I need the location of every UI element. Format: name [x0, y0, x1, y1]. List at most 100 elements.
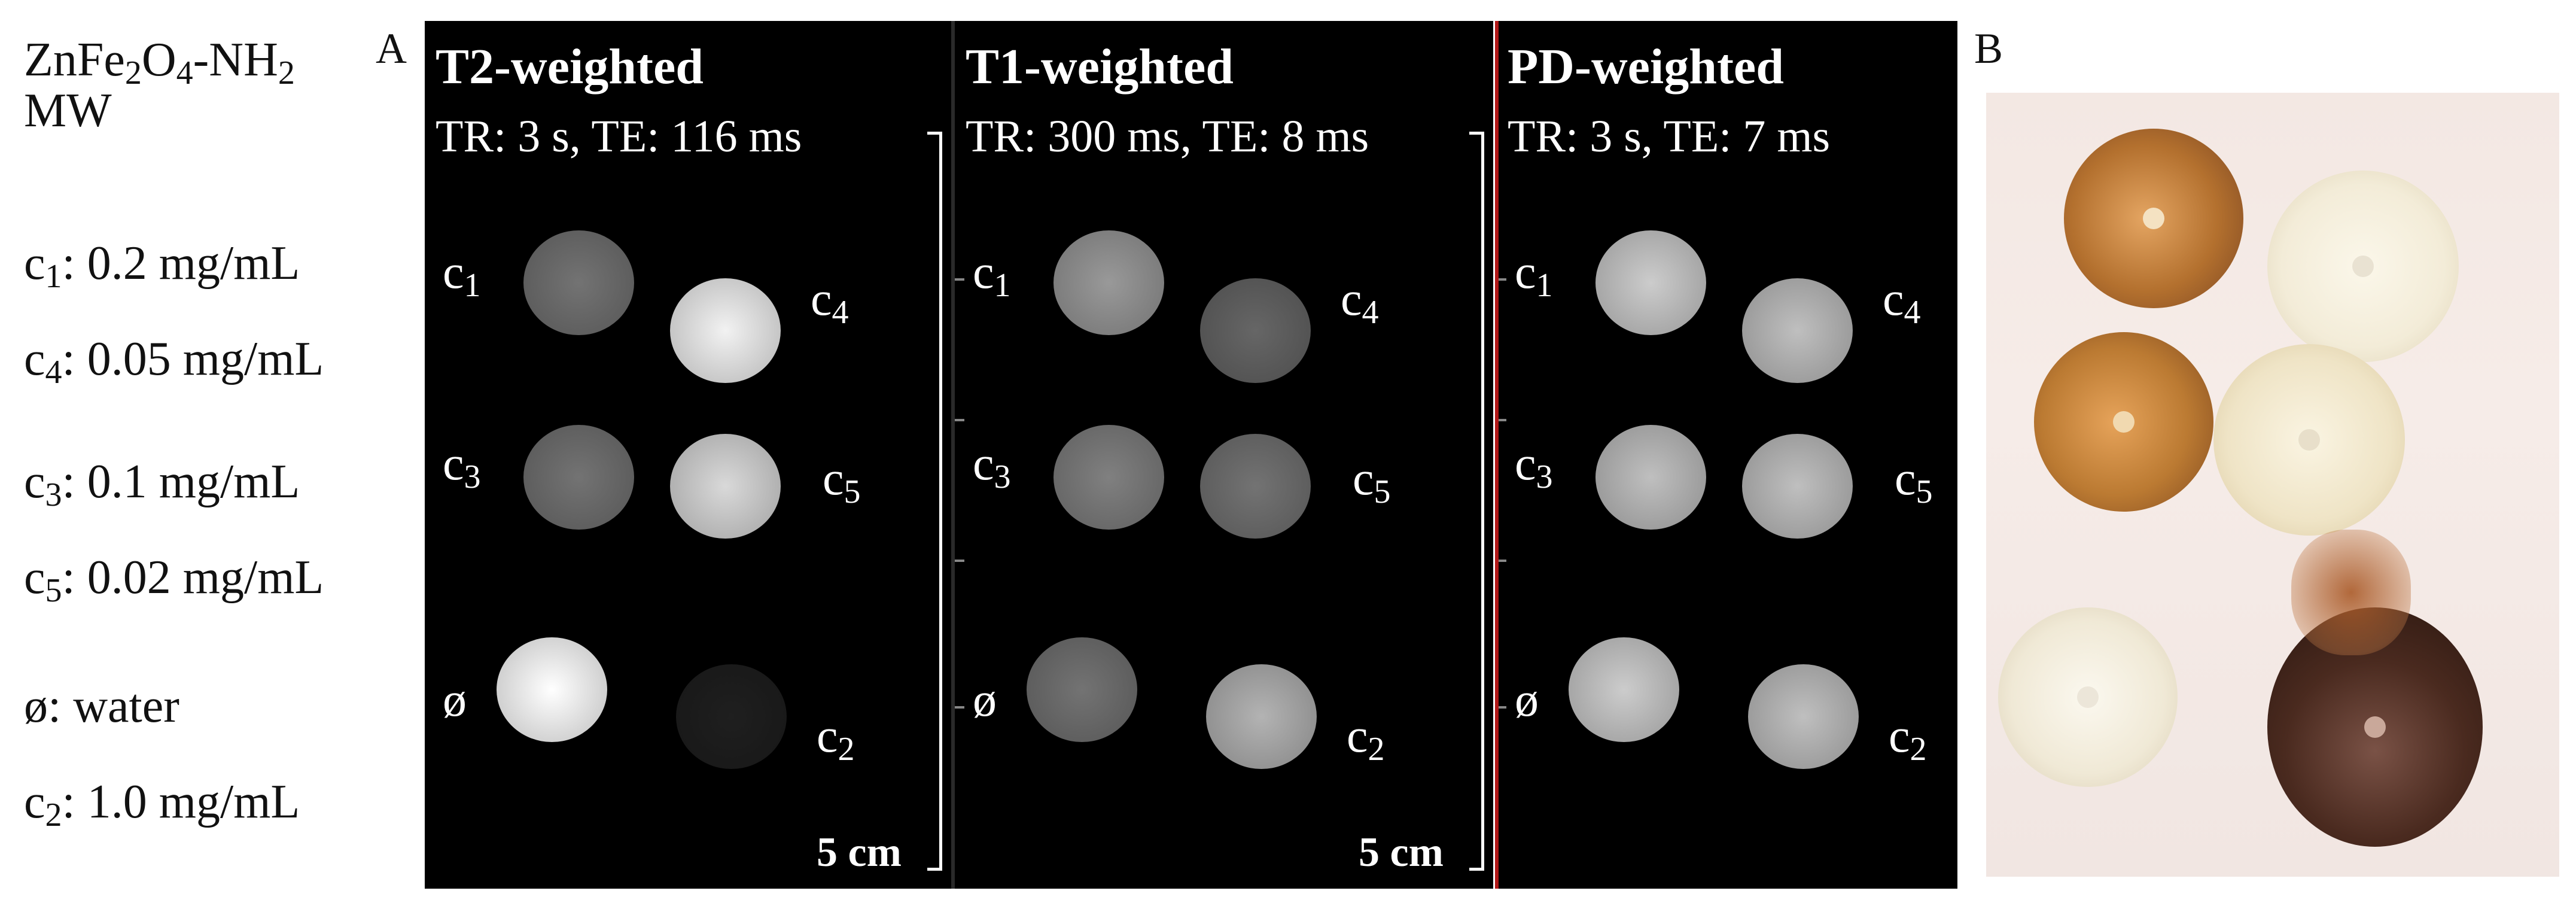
legend-item-c4: c4: 0.05 mg/mL [24, 333, 324, 389]
vial-clear-top [2267, 171, 2459, 362]
sample-label-sym: c [973, 437, 994, 490]
formula-part: O [141, 34, 176, 86]
phantom-c2 [676, 664, 787, 769]
sample-label-sym: c [973, 246, 994, 299]
phantom-c4 [1742, 278, 1853, 383]
phantom-c5 [1742, 434, 1853, 539]
phantom-c1 [1595, 230, 1706, 335]
vial-amber-top [2064, 129, 2243, 308]
sample-label-sym: ø [1515, 674, 1539, 726]
sample-label-c4: c4 [1883, 272, 1921, 329]
sample-label-sub: 4 [832, 294, 849, 331]
vial-stain [2291, 530, 2411, 655]
mri-panel-params: TR: 300 ms, TE: 8 ms [966, 111, 1369, 162]
sample-label-sub: 2 [1368, 731, 1385, 768]
scale-bar-label: 5 cm [817, 829, 902, 876]
sample-label-c4: c4 [811, 272, 849, 329]
scale-tick [955, 419, 964, 421]
sample-label-sym: c [443, 246, 464, 299]
legend-text: : 0.2 mg/mL [62, 237, 300, 290]
scale-bar [1469, 132, 1484, 871]
sample-label-c4: c4 [1341, 272, 1379, 329]
sample-label-sub: 1 [994, 267, 1011, 304]
phantom-c1 [523, 230, 634, 335]
legend-sub: 4 [45, 354, 62, 391]
sample-label-sub: 5 [1916, 473, 1933, 510]
sample-label-c1: c1 [1515, 245, 1553, 302]
mri-panel-title: T1-weighted [966, 39, 1234, 95]
sample-label-c3: c3 [973, 437, 1011, 494]
legend-sym: ø [24, 680, 48, 732]
legend-text: : 1.0 mg/mL [62, 776, 300, 828]
formula-part: ZnFe [24, 34, 125, 86]
legend-text: : 0.1 mg/mL [62, 455, 300, 508]
legend-item-c1: c1: 0.2 mg/mL [24, 237, 300, 293]
phantom-water [1027, 637, 1137, 742]
phantom-c1 [1053, 230, 1164, 335]
phantom-c3 [523, 425, 634, 530]
sample-label-water: ø [443, 673, 467, 728]
panel-b-label: B [1974, 25, 2003, 72]
scale-tick [955, 278, 964, 281]
phantom-water [1569, 637, 1679, 742]
panel-a-label: A [376, 25, 407, 72]
scale-tick [955, 560, 964, 562]
sample-label-sym: ø [443, 674, 467, 726]
formula-part: -NH [193, 34, 278, 86]
sample-label-sub: 2 [1910, 731, 1927, 768]
phantom-c5 [670, 434, 781, 539]
mri-panel-pd-weighted: PD-weighted TR: 3 s, TE: 7 ms c1 c4 c3 c5 ø c2 [1497, 21, 1957, 889]
sample-label-sub: 3 [464, 458, 481, 496]
sample-label-c1: c1 [973, 245, 1011, 302]
formula-sub: 2 [278, 54, 295, 92]
material-formula: ZnFe2O4-NH2 [24, 34, 295, 90]
phantom-c2 [1748, 664, 1859, 769]
formula-sub: 4 [176, 54, 193, 92]
synthesis-label: MW [24, 84, 112, 137]
legend-sub: 5 [45, 572, 62, 609]
legend-sym: c [24, 333, 45, 385]
sample-label-sub: 1 [464, 267, 481, 304]
sample-label-water: ø [1515, 673, 1539, 728]
legend-item-c5: c5: 0.02 mg/mL [24, 551, 324, 607]
phantom-c3 [1595, 425, 1706, 530]
legend-item-water: ø: water [24, 682, 179, 730]
vial-clear-middle [2213, 344, 2405, 536]
vial-hole [2113, 411, 2135, 433]
sample-label-sub: 4 [1904, 294, 1921, 331]
panel-divider [1495, 21, 1499, 889]
vial-hole [2298, 429, 2320, 451]
sample-label-sub: 4 [1362, 294, 1379, 331]
sample-label-sym: c [1515, 246, 1536, 299]
sample-label-c2: c2 [817, 709, 855, 766]
sample-label-sym: c [1883, 273, 1904, 326]
panel-divider [951, 21, 955, 889]
sample-label-sym: c [823, 452, 844, 505]
phantom-c2 [1206, 664, 1317, 769]
sample-label-c5: c5 [1895, 452, 1933, 509]
phantom-c4 [670, 278, 781, 383]
sample-label-sub: 1 [1536, 267, 1553, 304]
sample-label-sym: c [1353, 452, 1374, 505]
scale-tick [1497, 419, 1506, 421]
legend-item-c2: c2: 1.0 mg/mL [24, 776, 300, 832]
sample-label-c2: c2 [1889, 709, 1927, 766]
phantom-c5 [1200, 434, 1311, 539]
sample-label-c3: c3 [443, 437, 481, 494]
sample-label-sym: c [1889, 710, 1910, 762]
vials-photo [1986, 93, 2559, 877]
scale-tick [1497, 560, 1506, 562]
vial-hole [2077, 686, 2099, 708]
legend-item-c3: c3: 0.1 mg/mL [24, 455, 300, 512]
mri-panel-title: T2-weighted [436, 39, 704, 95]
vial-hole [2143, 208, 2164, 229]
sample-label-sym: c [811, 273, 832, 326]
scale-tick [955, 706, 964, 709]
mri-panel-t2-weighted: T2-weighted TR: 3 s, TE: 116 ms c1 c4 c3 c5 ø c… [425, 21, 951, 889]
legend-text: : 0.05 mg/mL [62, 333, 324, 385]
sample-label-sub: 5 [844, 473, 861, 510]
legend-sym: c [24, 551, 45, 604]
legend-text: : 0.02 mg/mL [62, 551, 324, 604]
legend-sub: 3 [45, 476, 62, 513]
sample-label-c2: c2 [1347, 709, 1385, 766]
